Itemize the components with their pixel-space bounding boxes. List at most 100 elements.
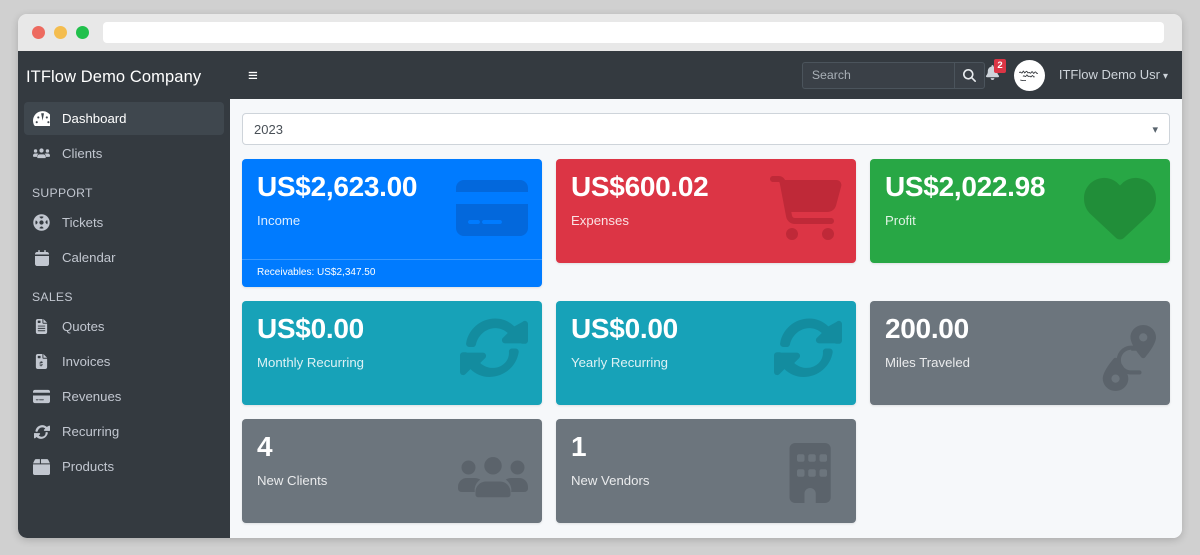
sidebar-section-support: SUPPORT [32, 186, 93, 200]
card-label: Yearly Recurring [571, 354, 668, 370]
search-group [801, 61, 985, 89]
sync-icon [460, 314, 528, 382]
route-icon [1090, 325, 1156, 391]
stat-card-expenses[interactable]: US$600.02 Expenses [556, 159, 856, 263]
stat-card-yearly-recurring[interactable]: US$0.00 Yearly Recurring [556, 301, 856, 405]
card-body: US$2,022.98 Profit [870, 159, 1170, 228]
card-body: 200.00 Miles Traveled [870, 301, 1170, 370]
card-label: New Vendors [571, 472, 650, 488]
minimize-window-button[interactable] [54, 26, 67, 39]
card-footer: Receivables: US$2,347.50 [242, 259, 542, 287]
browser-url-bar[interactable] [103, 22, 1164, 43]
search-button[interactable] [953, 61, 985, 89]
search-icon [962, 68, 976, 82]
main-content: 2023 ▾ US$2,623.00 Income [230, 99, 1182, 538]
notifications-button[interactable]: 2 [985, 59, 1007, 85]
application-viewport: ITFlow Demo Company Dashboard [18, 51, 1182, 538]
year-filter-value: 2023 [254, 121, 283, 137]
maximize-window-button[interactable] [76, 26, 89, 39]
card-value: US$0.00 [571, 313, 678, 344]
browser-window: ITFlow Demo Company Dashboard [18, 14, 1182, 538]
card-body: US$2,623.00 Income [242, 159, 542, 228]
sidebar-item-tickets[interactable]: Tickets [24, 206, 224, 239]
file-invoice-dollar-icon [32, 352, 51, 371]
users-icon [458, 443, 528, 513]
card-body: 4 New Clients [242, 419, 542, 488]
sidebar-nav: Dashboard Clients SUPPORT [18, 102, 230, 483]
sidebar-item-label: Invoices [62, 354, 111, 369]
credit-card-icon [456, 172, 528, 244]
card-body: US$0.00 Monthly Recurring [242, 301, 542, 370]
sidebar-item-revenues[interactable]: Revenues [24, 380, 224, 413]
sidebar-item-label: Tickets [62, 215, 104, 230]
shopping-cart-icon [770, 172, 842, 244]
card-body: 1 New Vendors [556, 419, 856, 488]
tachometer-icon [32, 109, 51, 128]
sidebar-item-label: Calendar [62, 250, 116, 265]
file-invoice-icon [32, 317, 51, 336]
sidebar-item-calendar[interactable]: Calendar [24, 241, 224, 274]
card-value: US$2,022.98 [885, 171, 1046, 202]
card-label: Monthly Recurring [257, 354, 365, 370]
sidebar-item-recurring[interactable]: Recurring [24, 415, 224, 448]
users-icon [32, 144, 51, 163]
stat-card-miles-traveled[interactable]: 200.00 Miles Traveled [870, 301, 1170, 405]
card-body: US$600.02 Expenses [556, 159, 856, 228]
window-traffic-lights [32, 26, 89, 39]
credit-card-icon [32, 387, 51, 406]
stat-card-monthly-recurring[interactable]: US$0.00 Monthly Recurring [242, 301, 542, 405]
card-label: Income [257, 212, 301, 228]
menu-toggle-icon[interactable]: ≡ [248, 65, 258, 85]
sidebar-item-quotes[interactable]: Quotes [24, 310, 224, 343]
search-input[interactable] [801, 61, 954, 89]
life-ring-icon [32, 213, 51, 232]
building-icon [782, 443, 842, 503]
sidebar-item-label: Recurring [62, 424, 120, 439]
avatar[interactable] [1013, 59, 1045, 91]
chevron-down-icon: ▾ [1162, 71, 1168, 82]
stat-card-new-vendors[interactable]: 1 New Vendors [556, 419, 856, 523]
heart-icon [1084, 172, 1156, 244]
card-value: 200.00 [885, 313, 969, 344]
sidebar-item-clients[interactable]: Clients [24, 137, 224, 170]
sidebar-item-products[interactable]: Products [24, 450, 224, 483]
card-label: Profit [885, 212, 916, 228]
sidebar-item-label: Dashboard [62, 111, 127, 126]
sidebar-item-dashboard[interactable]: Dashboard [24, 102, 224, 135]
navbar-right-group: 2 [985, 59, 1168, 91]
chevron-down-icon: ▾ [1152, 123, 1158, 136]
sidebar-brand[interactable]: ITFlow Demo Company [26, 68, 202, 86]
card-label: Expenses [571, 212, 629, 228]
sidebar-section-sales: SALES [32, 290, 73, 304]
card-body: US$0.00 Yearly Recurring [556, 301, 856, 370]
sidebar-item-label: Revenues [62, 389, 122, 404]
card-label: Miles Traveled [885, 354, 971, 370]
card-value: US$600.02 [571, 171, 709, 202]
card-label: New Clients [257, 472, 328, 488]
sync-icon [32, 422, 51, 441]
sidebar-item-label: Clients [62, 146, 103, 161]
year-filter-select[interactable]: 2023 ▾ [242, 113, 1170, 145]
browser-chrome-bar [18, 14, 1182, 51]
notification-badge: 2 [993, 59, 1007, 73]
stat-card-grid: US$2,623.00 Income Receivables: US$2,347… [242, 159, 1170, 523]
sidebar-item-label: Products [62, 459, 115, 474]
box-icon [32, 457, 51, 476]
card-value: US$2,623.00 [257, 171, 418, 202]
top-navbar: ≡ [230, 51, 1182, 99]
stat-card-income[interactable]: US$2,623.00 Income Receivables: US$2,347… [242, 159, 542, 287]
stat-card-new-clients[interactable]: 4 New Clients [242, 419, 542, 523]
card-value: US$0.00 [257, 313, 364, 344]
sidebar: ITFlow Demo Company Dashboard [18, 51, 230, 538]
user-name-label: ITFlow Demo Usr [1058, 67, 1160, 82]
content-column: ≡ [230, 51, 1182, 538]
calendar-icon [32, 248, 51, 267]
close-window-button[interactable] [32, 26, 45, 39]
user-menu[interactable]: ITFlow Demo Usr ▾ [1059, 66, 1168, 84]
card-value: 1 [571, 431, 587, 462]
sync-icon [774, 314, 842, 382]
sidebar-item-invoices[interactable]: Invoices [24, 345, 224, 378]
stat-card-profit[interactable]: US$2,022.98 Profit [870, 159, 1170, 263]
card-value: 4 [257, 431, 273, 462]
sidebar-item-label: Quotes [62, 319, 105, 334]
